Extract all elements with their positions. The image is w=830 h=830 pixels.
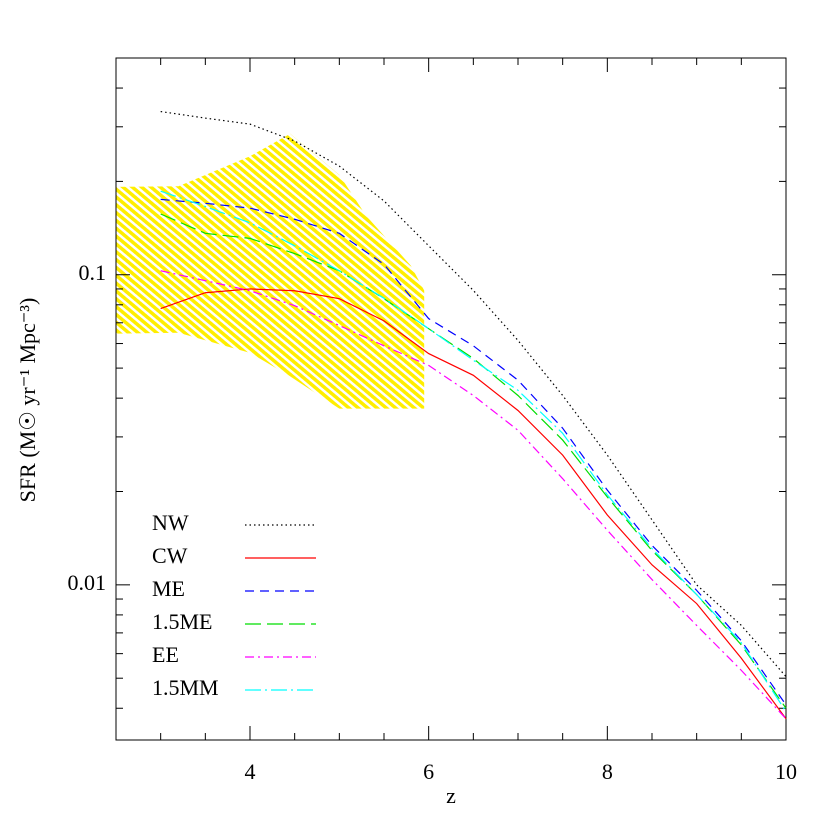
y-axis-label: SFR (M☉ yr⁻¹ Mpc⁻³) [15,298,40,503]
series-line [160,288,787,720]
series-line [160,110,787,677]
legend-label: NW [152,510,189,535]
x-tick-label: 6 [423,759,434,784]
legend-label: CW [152,543,188,568]
series-line [160,190,787,712]
x-tick-label: 8 [602,759,613,784]
legend-label: 1.5ME [152,609,213,634]
y-tick-label: 0.1 [79,260,107,285]
x-tick-label: 10 [775,759,797,784]
plot-frame [115,57,787,741]
y-tick-label: 0.01 [68,570,107,595]
legend-label: 1.5MM [152,675,219,700]
x-tick-label: 4 [245,759,256,784]
legend-label: EE [152,642,179,667]
series-line [160,198,787,706]
legend-label: ME [152,576,185,601]
x-axis-label: z [446,783,456,808]
